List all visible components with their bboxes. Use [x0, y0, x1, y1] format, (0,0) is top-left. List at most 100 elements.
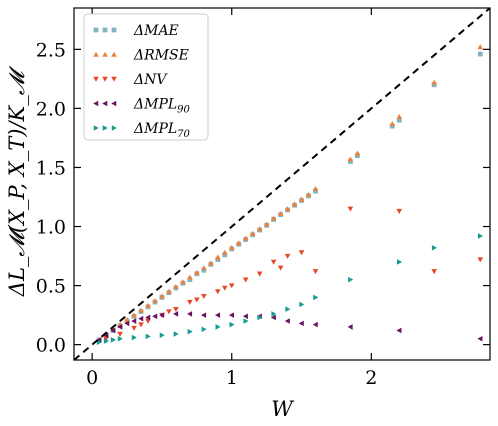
data-point-triangle-down-series-2 [298, 250, 305, 256]
legend-label: ΔRMSE [133, 48, 189, 64]
data-point-triangle-up-series-1 [124, 317, 130, 323]
y-tick-label: 1.0 [36, 217, 66, 239]
data-point-triangle-up-series-1 [347, 156, 354, 162]
data-point-triangle-down-series-2 [270, 259, 277, 265]
legend-marker [93, 76, 99, 82]
legend-marker [93, 125, 99, 131]
data-point-triangle-up-series-1 [298, 196, 305, 202]
data-point-triangle-down-series-2 [173, 306, 179, 313]
data-point-triangle-down-series-2 [145, 318, 151, 324]
data-point-triangle-left-series-3 [145, 314, 151, 321]
data-point-triangle-up-series-1 [214, 254, 221, 260]
data-point-triangle-down-series-2 [256, 271, 263, 277]
data-point-triangle-up-series-1 [291, 201, 298, 207]
data-point-triangle-right-series-4 [257, 314, 263, 321]
data-point-square-series-0 [215, 257, 221, 262]
data-point-triangle-up-series-1 [221, 249, 228, 255]
legend-marker [93, 100, 99, 107]
data-point-triangle-left-series-3 [270, 314, 276, 321]
data-point-triangle-right-series-4 [397, 259, 403, 265]
data-point-triangle-right-series-4 [215, 324, 221, 330]
legend-label: ΔMPL90 [133, 97, 191, 116]
y-axis-ticks: 0.0 0.5 1.0 1.5 2.0 2.5 [36, 39, 490, 357]
data-point-triangle-left-series-3 [298, 320, 304, 327]
data-point-triangle-up-series-1 [138, 307, 144, 313]
data-point-triangle-right-series-4 [187, 328, 193, 335]
data-point-triangle-up-series-1 [166, 288, 172, 294]
data-point-triangle-left-series-3 [396, 327, 402, 334]
data-point-triangle-left-series-3 [187, 311, 193, 317]
data-point-triangle-right-series-4 [477, 233, 484, 239]
data-point-triangle-right-series-4 [173, 331, 179, 337]
data-point-triangle-right-series-4 [313, 294, 319, 301]
data-point-triangle-up-series-1 [173, 283, 179, 290]
data-point-triangle-down-series-2 [284, 253, 291, 259]
data-point-triangle-up-series-1 [187, 274, 193, 280]
data-point-triangle-right-series-4 [131, 334, 137, 341]
y-tick-label: 0.0 [36, 335, 66, 357]
data-point-triangle-down-series-2 [477, 257, 484, 263]
y-tick-label: 2.0 [36, 98, 66, 120]
data-point-triangle-left-series-3 [347, 324, 353, 330]
data-point-triangle-up-series-1 [354, 150, 361, 156]
data-point-square-series-0 [431, 82, 437, 88]
legend-marker [102, 125, 108, 131]
data-point-triangle-down-series-2 [103, 336, 109, 342]
data-point-triangle-left-series-3 [242, 313, 248, 320]
data-point-triangle-down-series-2 [201, 293, 207, 300]
data-point-triangle-left-series-3 [152, 313, 158, 320]
legend-marker [111, 27, 117, 33]
x-tick-label: 1 [226, 367, 238, 389]
data-point-square-series-0 [477, 51, 483, 57]
data-point-triangle-left-series-3 [201, 312, 207, 318]
y-tick-label: 2.5 [36, 39, 66, 61]
legend-label: ΔMAE [133, 23, 179, 39]
legend-marker [111, 100, 117, 107]
data-point-triangle-up-series-1 [180, 279, 186, 285]
y-axis-label: ΔL_𝓜(X_P, X_T)/K_𝓜 [5, 65, 29, 297]
data-point-triangle-up-series-1 [396, 113, 403, 119]
data-point-triangle-right-series-4 [103, 338, 109, 344]
data-point-triangle-left-series-3 [173, 311, 179, 317]
data-point-triangle-left-series-3 [117, 324, 123, 330]
data-point-triangle-down-series-2 [117, 331, 123, 337]
data-point-triangle-down-series-2 [312, 269, 319, 275]
x-tick-label: 2 [365, 367, 377, 389]
data-point-triangle-right-series-4 [285, 306, 291, 313]
data-point-triangle-down-series-2 [228, 283, 235, 289]
data-point-triangle-up-series-1 [242, 235, 249, 241]
data-point-triangle-right-series-4 [145, 333, 151, 340]
data-point-triangle-right-series-4 [110, 337, 116, 343]
data-point-triangle-down-series-2 [242, 277, 249, 283]
data-point-triangle-right-series-4 [201, 326, 207, 333]
legend-box [83, 13, 209, 141]
legend: ΔMAE ΔRMSE ΔNV ΔMPL90 ΔMPL70 [83, 13, 209, 141]
data-point-triangle-down-series-2 [131, 325, 137, 331]
data-point-square-series-0 [201, 267, 207, 273]
plot-frame [73, 7, 491, 361]
data-point-triangle-up-series-1 [277, 210, 284, 216]
x-axis-label: W [271, 397, 295, 421]
legend-marker [111, 76, 117, 82]
data-point-square-series-0 [187, 277, 193, 283]
data-point-triangle-left-series-3 [138, 315, 144, 322]
data-point-triangle-up-series-1 [389, 120, 396, 126]
x-axis-ticks: 0 1 2 [86, 8, 377, 389]
data-point-triangle-left-series-3 [110, 327, 116, 334]
data-point-square-series-0 [222, 252, 228, 258]
data-point-triangle-up-series-1 [249, 230, 256, 236]
data-point-triangle-right-series-4 [348, 276, 354, 283]
data-point-square-series-0 [348, 159, 353, 164]
data-point-triangle-left-series-3 [214, 312, 221, 318]
data-point-triangle-up-series-1 [152, 298, 158, 304]
y-tick-label: 1.5 [36, 157, 66, 179]
legend-marker [102, 51, 108, 57]
data-point-triangle-up-series-1 [431, 79, 437, 85]
legend-label: ΔMPL70 [133, 121, 191, 140]
data-point-triangle-down-series-2 [187, 299, 193, 305]
legend-marker [102, 76, 108, 82]
data-point-triangle-right-series-4 [229, 321, 235, 328]
data-point-square-series-0 [313, 188, 318, 194]
data-point-triangle-up-series-1 [228, 244, 235, 251]
